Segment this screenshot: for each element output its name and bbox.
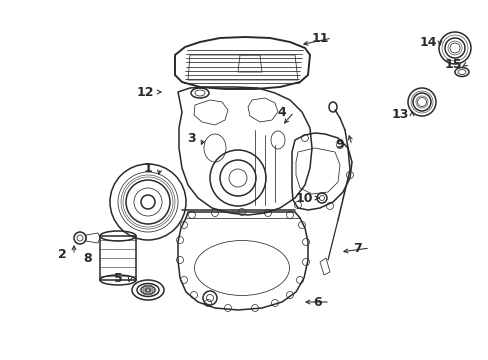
Text: 13: 13 bbox=[390, 108, 408, 122]
Text: 15: 15 bbox=[443, 58, 461, 72]
Text: 1: 1 bbox=[143, 162, 152, 175]
Text: 2: 2 bbox=[58, 248, 66, 261]
Text: 9: 9 bbox=[335, 139, 344, 152]
Text: 4: 4 bbox=[277, 105, 286, 118]
Text: 5: 5 bbox=[113, 271, 122, 284]
Text: 6: 6 bbox=[313, 296, 322, 309]
Text: 14: 14 bbox=[418, 36, 436, 49]
Text: 12: 12 bbox=[136, 85, 153, 99]
Text: 3: 3 bbox=[187, 131, 196, 144]
Text: 7: 7 bbox=[353, 242, 362, 255]
Text: 11: 11 bbox=[311, 31, 328, 45]
Text: 8: 8 bbox=[83, 252, 92, 265]
Text: 10: 10 bbox=[295, 192, 312, 204]
